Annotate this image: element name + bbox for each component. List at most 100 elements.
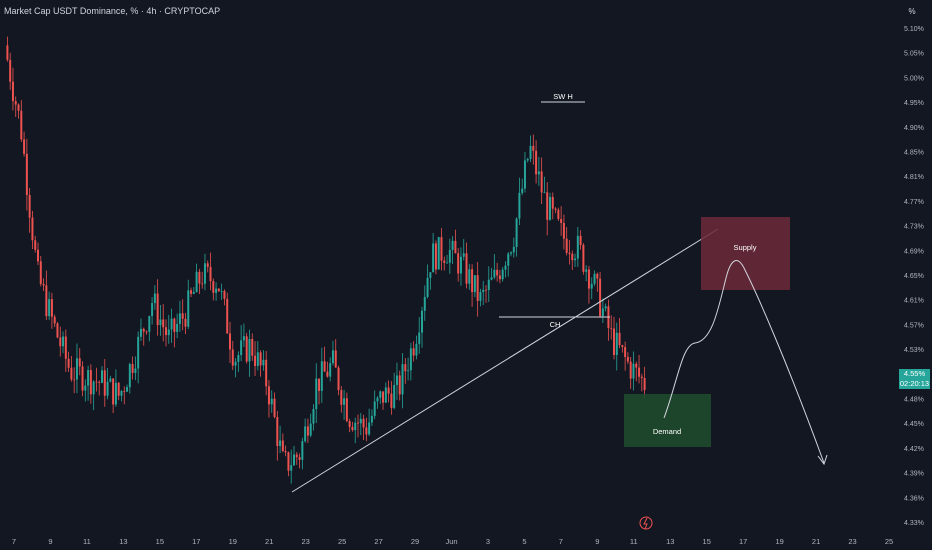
candle-down[interactable] (31, 217, 34, 241)
candle-up[interactable] (195, 271, 198, 293)
candle-up[interactable] (432, 243, 435, 273)
candle-down[interactable] (498, 275, 501, 280)
candle-down[interactable] (162, 319, 165, 328)
candle-up[interactable] (320, 361, 323, 391)
candle-up[interactable] (354, 422, 357, 431)
candle-up[interactable] (437, 237, 440, 270)
candle-up[interactable] (62, 336, 65, 347)
candle-down[interactable] (259, 352, 262, 366)
candle-down[interactable] (624, 347, 627, 357)
candle-down[interactable] (557, 209, 560, 220)
candle-up[interactable] (504, 265, 507, 270)
candle-up[interactable] (148, 316, 151, 332)
candle-down[interactable] (223, 290, 226, 299)
candle-up[interactable] (537, 171, 540, 175)
candle-down[interactable] (39, 261, 42, 284)
candle-down[interactable] (496, 269, 499, 276)
candle-up[interactable] (423, 296, 426, 311)
candle-down[interactable] (142, 328, 145, 332)
candle-up[interactable] (220, 290, 223, 292)
candle-down[interactable] (281, 440, 284, 452)
candle-up[interactable] (153, 293, 156, 304)
unit-toggle-button[interactable]: % (908, 7, 916, 16)
candle-up[interactable] (368, 422, 371, 435)
candle-up[interactable] (409, 348, 412, 371)
candle-down[interactable] (404, 364, 407, 372)
candle-down[interactable] (571, 253, 574, 261)
candle-up[interactable] (482, 289, 485, 293)
candle-down[interactable] (17, 104, 20, 111)
candle-down[interactable] (465, 253, 468, 284)
candle-up[interactable] (507, 253, 510, 266)
candle-up[interactable] (446, 262, 449, 264)
candle-down[interactable] (98, 382, 101, 383)
candle-down[interactable] (6, 45, 9, 60)
candle-up[interactable] (106, 381, 109, 396)
candle-down[interactable] (37, 249, 39, 262)
candle-down[interactable] (390, 393, 393, 408)
candle-down[interactable] (587, 269, 590, 289)
candle-up[interactable] (451, 240, 454, 250)
candle-down[interactable] (81, 366, 84, 391)
candle-up[interactable] (329, 363, 332, 377)
candle-up[interactable] (395, 375, 398, 386)
candle-down[interactable] (443, 260, 446, 263)
candle-down[interactable] (638, 367, 641, 377)
candle-up[interactable] (114, 382, 117, 405)
candle-down[interactable] (568, 252, 571, 254)
candle-up[interactable] (134, 368, 137, 373)
candle-down[interactable] (265, 359, 268, 387)
candle-up[interactable] (459, 256, 462, 274)
candle-up[interactable] (479, 292, 482, 301)
candle-down[interactable] (582, 244, 585, 272)
candle-down[interactable] (226, 298, 229, 334)
supply-zone[interactable] (701, 217, 790, 290)
candle-down[interactable] (345, 398, 348, 422)
candle-down[interactable] (209, 266, 212, 282)
candle-down[interactable] (181, 313, 184, 319)
candle-up[interactable] (468, 269, 471, 284)
candle-down[interactable] (254, 355, 257, 366)
candle-up[interactable] (304, 426, 307, 442)
candle-down[interactable] (318, 378, 321, 391)
candle-down[interactable] (59, 337, 62, 347)
candle-down[interactable] (434, 243, 437, 270)
candle-down[interactable] (599, 278, 602, 317)
candle-up[interactable] (373, 401, 376, 416)
candle-down[interactable] (173, 318, 176, 332)
candle-up[interactable] (376, 397, 379, 402)
candle-down[interactable] (471, 269, 474, 293)
candle-down[interactable] (201, 283, 204, 285)
candle-down[interactable] (95, 381, 98, 383)
candle-up[interactable] (203, 263, 206, 284)
candle-up[interactable] (84, 385, 87, 391)
candle-down[interactable] (20, 110, 23, 140)
candle-down[interactable] (476, 275, 479, 301)
candle-up[interactable] (48, 299, 51, 317)
candle-down[interactable] (229, 333, 231, 350)
candle-down[interactable] (326, 371, 329, 377)
candle-up[interactable] (101, 370, 103, 383)
candle-up[interactable] (87, 369, 90, 386)
candle-down[interactable] (28, 194, 31, 218)
candle-down[interactable] (540, 171, 543, 193)
candle-up[interactable] (510, 252, 513, 254)
candle-up[interactable] (312, 408, 315, 424)
candle-down[interactable] (412, 348, 415, 356)
candle-down[interactable] (298, 457, 301, 460)
candle-up[interactable] (242, 336, 245, 341)
candle-up[interactable] (490, 277, 493, 280)
candle-down[interactable] (123, 391, 126, 392)
candle-up[interactable] (549, 196, 551, 220)
candle-up[interactable] (585, 269, 588, 272)
candle-up[interactable] (151, 303, 154, 317)
demand-zone[interactable] (624, 394, 711, 447)
candle-up[interactable] (523, 160, 526, 189)
candle-up[interactable] (331, 350, 334, 364)
candle-down[interactable] (610, 328, 613, 329)
candle-up[interactable] (75, 358, 78, 380)
candle-down[interactable] (112, 378, 115, 405)
candle-down[interactable] (9, 59, 12, 82)
candle-down[interactable] (231, 349, 234, 366)
candle-down[interactable] (206, 263, 209, 267)
